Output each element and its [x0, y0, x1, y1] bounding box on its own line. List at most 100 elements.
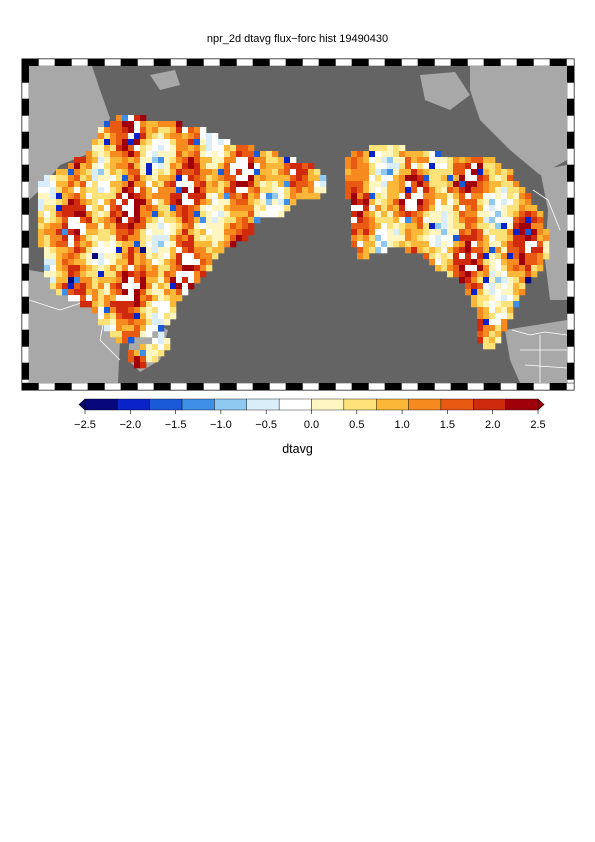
heat-cell	[435, 169, 442, 176]
heat-cell	[308, 187, 315, 194]
heat-cell	[296, 169, 303, 176]
heat-cell	[158, 187, 165, 194]
heat-cell	[176, 265, 183, 272]
heat-cell	[182, 193, 189, 200]
heat-cell	[56, 271, 63, 278]
heat-cell	[447, 259, 454, 266]
heat-cell	[74, 283, 81, 290]
heat-cell	[104, 229, 111, 236]
heat-cell	[200, 151, 207, 158]
heat-cell	[188, 241, 195, 248]
frame-tick-top	[236, 58, 254, 67]
heat-cell	[152, 325, 159, 332]
heat-cell	[68, 199, 75, 206]
heat-cell	[38, 235, 45, 242]
heat-cell	[405, 229, 412, 236]
heat-cell	[158, 332, 165, 339]
heat-cell	[375, 151, 382, 158]
heat-cell	[134, 211, 141, 218]
heat-cell	[176, 133, 183, 140]
heat-cell	[104, 169, 111, 176]
heat-cell	[68, 205, 75, 212]
heat-cell	[507, 199, 514, 206]
heat-cell	[369, 169, 376, 176]
heat-cell	[86, 259, 93, 266]
heat-cell	[128, 313, 135, 320]
heat-cell	[387, 241, 394, 248]
heat-cell	[519, 217, 526, 224]
frame-tick-bottom	[269, 382, 287, 391]
heat-cell	[110, 223, 117, 230]
colorbar-tick-label: −0.5	[255, 419, 278, 431]
heat-cell	[375, 145, 382, 152]
heat-cell	[92, 235, 99, 242]
heat-cell	[363, 241, 370, 248]
heat-cell	[477, 211, 484, 218]
heat-cell	[182, 139, 189, 146]
heat-cell	[62, 229, 69, 236]
heat-cell	[146, 175, 153, 182]
heat-cell	[477, 235, 484, 242]
heat-cell	[140, 205, 147, 212]
heat-cell	[363, 181, 370, 188]
frame-tick-left	[21, 362, 30, 380]
heat-cell	[152, 356, 159, 363]
heat-cell	[182, 283, 189, 290]
heat-cell	[128, 169, 135, 176]
heat-cell	[164, 151, 171, 158]
heat-cell	[116, 187, 123, 194]
frame-tick-left	[21, 247, 30, 265]
heat-cell	[531, 205, 538, 212]
heat-cell	[170, 127, 177, 134]
heat-cell	[146, 127, 153, 134]
heat-cell	[98, 301, 105, 308]
heat-cell	[248, 151, 255, 158]
heat-cell	[164, 175, 171, 182]
heat-cell	[495, 289, 502, 296]
heat-cell	[417, 205, 424, 212]
heat-cell	[134, 271, 141, 278]
heat-cell	[465, 247, 472, 254]
heat-cell	[182, 253, 189, 260]
heat-cell	[116, 199, 123, 206]
heat-cell	[80, 301, 87, 308]
heat-cell	[44, 271, 51, 278]
heat-cell	[80, 193, 87, 200]
heat-cell	[351, 181, 358, 188]
heat-cell	[242, 211, 249, 218]
frame-tick-right	[566, 313, 575, 331]
heat-cell	[266, 211, 273, 218]
heat-cell	[206, 175, 213, 182]
heat-cell	[116, 181, 123, 188]
frame-tick-right	[566, 197, 575, 215]
heat-cell	[194, 163, 201, 170]
heat-cell	[375, 157, 382, 164]
heat-cell	[429, 235, 436, 242]
heat-cell	[98, 235, 105, 242]
heat-cell	[146, 205, 153, 212]
heat-cell	[110, 175, 117, 182]
heat-cell	[122, 331, 129, 338]
heat-cell	[531, 253, 538, 260]
heat-cell	[134, 325, 141, 332]
heat-cell	[110, 205, 117, 212]
heat-cell	[134, 127, 141, 134]
heat-cell	[92, 217, 99, 224]
heat-cell	[128, 205, 135, 212]
heat-cell	[176, 217, 183, 224]
heat-cell	[44, 193, 51, 200]
heat-cell	[128, 325, 135, 332]
heat-cell	[254, 163, 261, 170]
heat-cell	[477, 331, 484, 338]
heat-cell	[200, 175, 207, 182]
heat-cell	[405, 217, 412, 224]
heat-cell	[423, 181, 430, 188]
heat-cell	[50, 175, 57, 182]
heat-cell	[176, 127, 183, 134]
heat-cell	[417, 169, 424, 176]
heat-cell	[74, 163, 81, 170]
heat-cell	[351, 217, 358, 224]
heat-cell	[519, 211, 526, 218]
heat-cell	[495, 277, 502, 284]
heat-cell	[411, 205, 418, 212]
